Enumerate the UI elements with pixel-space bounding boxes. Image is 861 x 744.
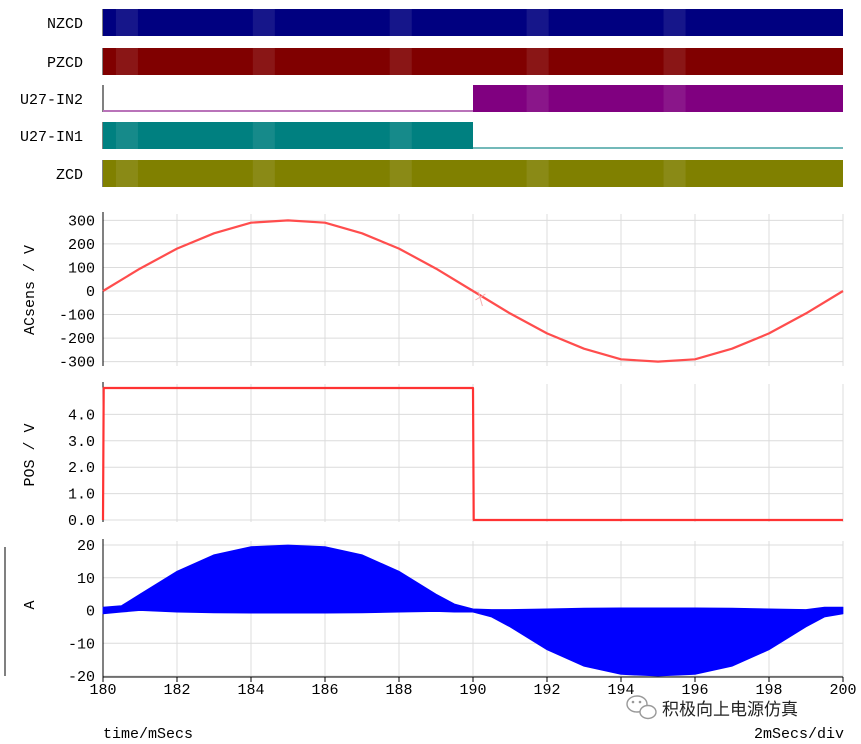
x-tick-label: 194 [607, 682, 634, 699]
series-line [102, 219, 844, 363]
trace-edge-cluster [663, 9, 686, 36]
y-tick-label: -100 [59, 308, 95, 325]
digital-traces: NZCD PZCD U27-IN2 U27-IN1 ZCD [20, 9, 843, 187]
trace-edge-cluster [389, 48, 412, 75]
analog-panel: 300 200 100 0 -100 -200 -300 ACsens / V [22, 212, 844, 372]
x-axis-scale-label: 2mSecs/div [754, 726, 844, 743]
x-tick-label: 182 [163, 682, 190, 699]
digital-trace: U27-IN1 [20, 122, 843, 149]
y-tick-label: 300 [68, 213, 95, 230]
trace-edge-cluster [389, 9, 412, 36]
y-tick-label: 10 [77, 571, 95, 588]
series-envelope [102, 544, 844, 677]
trace-edge-cluster [252, 48, 275, 75]
digital-trace: ZCD [56, 160, 843, 187]
y-axis-label: POS / V [22, 423, 39, 486]
trace-edge-cluster [115, 48, 138, 75]
trace-label: U27-IN1 [20, 129, 83, 146]
trace-edge-cluster [663, 160, 686, 187]
watermark-text: 积极向上电源仿真 [662, 700, 798, 720]
trace-label: NZCD [47, 16, 83, 33]
y-tick-label: 1.0 [68, 487, 95, 504]
y-tick-label: 0 [86, 284, 95, 301]
y-axis-label: ACsens / V [22, 245, 39, 335]
trace-label: ZCD [56, 167, 83, 184]
x-tick-label: 192 [533, 682, 560, 699]
trace-edge-cluster [389, 122, 412, 149]
analog-panel: 20 10 0 -10 -20 A [22, 538, 844, 686]
x-tick-label: 184 [237, 682, 264, 699]
trace-label: PZCD [47, 55, 83, 72]
trace-edge-cluster [115, 9, 138, 36]
y-tick-label: 3.0 [68, 434, 95, 451]
trace-edge-cluster [526, 85, 549, 112]
x-tick-label: 198 [755, 682, 782, 699]
x-tick-label: 180 [89, 682, 116, 699]
x-tick-label: 200 [829, 682, 856, 699]
trace-edge-cluster [526, 9, 549, 36]
x-tick-label: 190 [459, 682, 486, 699]
trace-edge-cluster [252, 9, 275, 36]
trace-high-segment [103, 122, 473, 149]
trace-edge-cluster [663, 85, 686, 112]
cursor-marker [475, 291, 486, 307]
trace-edge-cluster [115, 160, 138, 187]
y-axis-label: A [22, 600, 39, 609]
digital-trace: PZCD [47, 48, 843, 75]
y-tick-label: 100 [68, 260, 95, 277]
x-axis-label: time/mSecs [103, 726, 193, 743]
trace-edge-cluster [252, 160, 275, 187]
trace-edge-cluster [389, 160, 412, 187]
series-line [101, 386, 843, 522]
trace-edge-cluster [526, 48, 549, 75]
y-tick-label: 20 [77, 538, 95, 555]
trace-edge-cluster [252, 122, 275, 149]
y-tick-label: -20 [68, 669, 95, 686]
x-axis: 180 182 184 186 188 190 192 194 196 198 200 [89, 676, 857, 699]
trace-edge-cluster [115, 122, 138, 149]
watermark: 积极向上电源仿真 [626, 695, 798, 720]
x-tick-label: 188 [385, 682, 412, 699]
y-tick-label: 4.0 [68, 407, 95, 424]
trace-edge-cluster [663, 48, 686, 75]
trace-edge-cluster [526, 160, 549, 187]
y-tick-label: 2.0 [68, 460, 95, 477]
y-tick-label: 0.0 [68, 513, 95, 530]
cursor-marker-stroke [475, 293, 486, 301]
analog-panel: 4.0 3.0 2.0 1.0 0.0 POS / V [22, 382, 844, 530]
trace-high-segment [103, 48, 843, 75]
y-tick-label: -10 [68, 636, 95, 653]
y-tick-label: 200 [68, 237, 95, 254]
x-tick-label: 196 [681, 682, 708, 699]
y-tick-label: -200 [59, 331, 95, 348]
wechat-icon [626, 695, 657, 720]
digital-trace: NZCD [47, 9, 843, 36]
trace-label: U27-IN2 [20, 92, 83, 109]
digital-trace: U27-IN2 [20, 85, 843, 112]
trace-high-segment [103, 160, 843, 187]
y-tick-label: -300 [59, 355, 95, 372]
x-tick-label: 186 [311, 682, 338, 699]
cursor-marker-stroke [477, 291, 483, 307]
y-tick-label: 0 [86, 604, 95, 621]
trace-high-segment [103, 9, 843, 36]
